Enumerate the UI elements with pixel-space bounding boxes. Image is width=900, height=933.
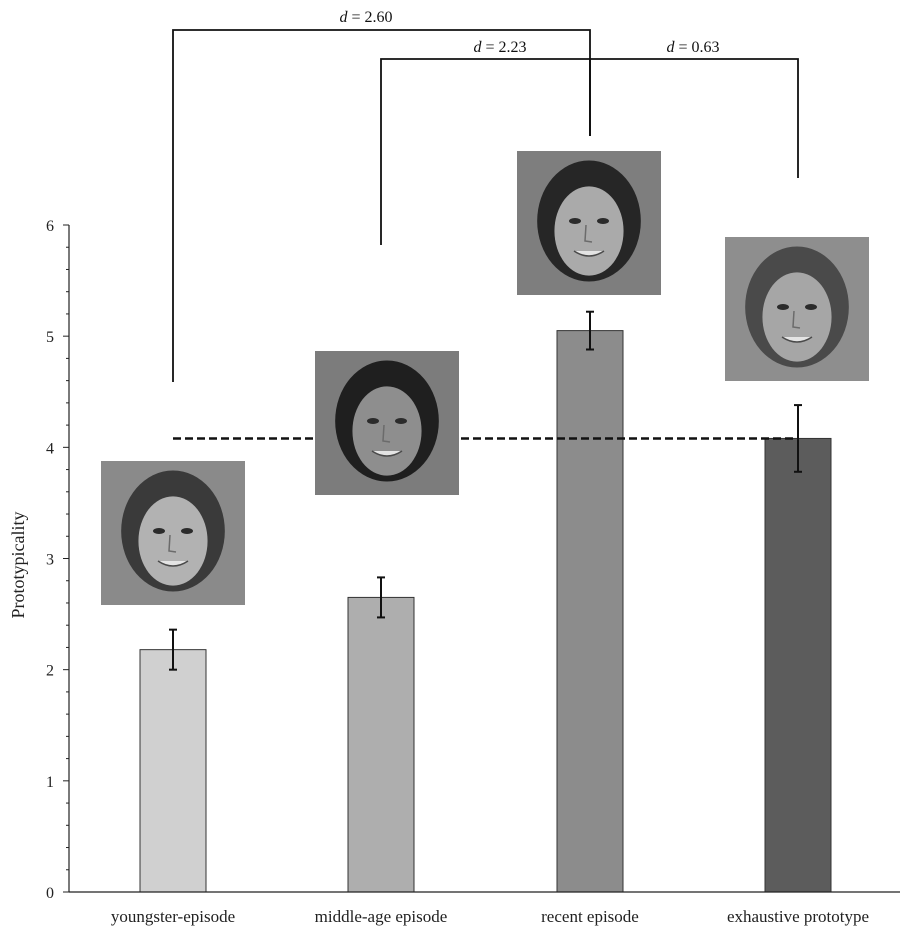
y-tick-label: 0	[46, 885, 54, 902]
y-tick-label: 2	[46, 663, 54, 680]
face-right-eye	[181, 528, 193, 534]
error-bar	[586, 310, 594, 351]
effect-size-symbol: d	[666, 39, 678, 56]
error-bar	[169, 628, 177, 671]
bars-group	[139, 330, 832, 893]
bar-4	[764, 437, 832, 893]
bar-2	[347, 596, 415, 893]
face-mouth	[573, 250, 605, 257]
effect-size-label: d = 2.23	[473, 39, 526, 56]
face-left-eye	[777, 304, 789, 310]
face-right-eye	[395, 418, 407, 424]
effect-size-symbol: d	[339, 9, 351, 26]
x-category-label: middle-age episode	[315, 907, 448, 926]
comparison-bracket	[589, 58, 799, 178]
effect-size-value: = 2.23	[485, 39, 526, 56]
face-skin	[554, 186, 624, 276]
y-tick-label: 5	[46, 329, 54, 346]
effect-size-annotations: d = 2.60d = 2.23 d = 0.63	[172, 9, 799, 382]
y-tick-label: 1	[46, 774, 54, 791]
face-skin	[352, 386, 422, 476]
effect-size-value: = 0.63	[678, 39, 719, 56]
face-skin	[762, 272, 832, 362]
error-bars-group	[169, 310, 802, 671]
error-bar	[377, 576, 385, 619]
face-left-eye	[569, 218, 581, 224]
face-mouth	[371, 450, 403, 457]
y-axis-label: Prototypicality	[8, 512, 28, 619]
face-mouth	[157, 560, 189, 567]
error-bar	[794, 404, 802, 473]
effect-size-label: d = 2.60	[339, 9, 392, 26]
face-exhaustive-prototype	[725, 237, 869, 381]
face-middle-age	[315, 351, 459, 495]
face-nose	[382, 424, 391, 443]
face-recent	[517, 151, 661, 295]
x-category-label: youngster-episode	[111, 907, 235, 926]
face-right-eye	[597, 218, 609, 224]
bar-3	[556, 330, 624, 893]
y-tick-label: 3	[46, 552, 54, 569]
effect-size-value: = 2.60	[351, 9, 392, 26]
face-left-eye	[153, 528, 165, 534]
y-tick-label: 6	[46, 218, 54, 235]
x-category-label: recent episode	[541, 907, 639, 926]
face-mouth	[781, 336, 813, 343]
face-nose	[792, 310, 801, 329]
face-images-group	[101, 151, 869, 605]
x-category-label: exhaustive prototype	[727, 907, 869, 926]
face-nose	[168, 534, 177, 553]
face-left-eye	[367, 418, 379, 424]
axes-group: 0 1 2 3 4 5 6 youngster-episode middle-age episo…	[46, 218, 900, 926]
comparison-recent-exhaustive: d = 0.63	[589, 39, 799, 178]
effect-size-symbol: d	[473, 39, 485, 56]
face-youngster	[101, 461, 245, 605]
y-tick-label: 4	[46, 440, 54, 457]
bar-1	[139, 649, 207, 893]
effect-size-label: d = 0.63	[666, 39, 719, 56]
face-skin	[138, 496, 208, 586]
face-nose	[584, 224, 593, 243]
face-right-eye	[805, 304, 817, 310]
